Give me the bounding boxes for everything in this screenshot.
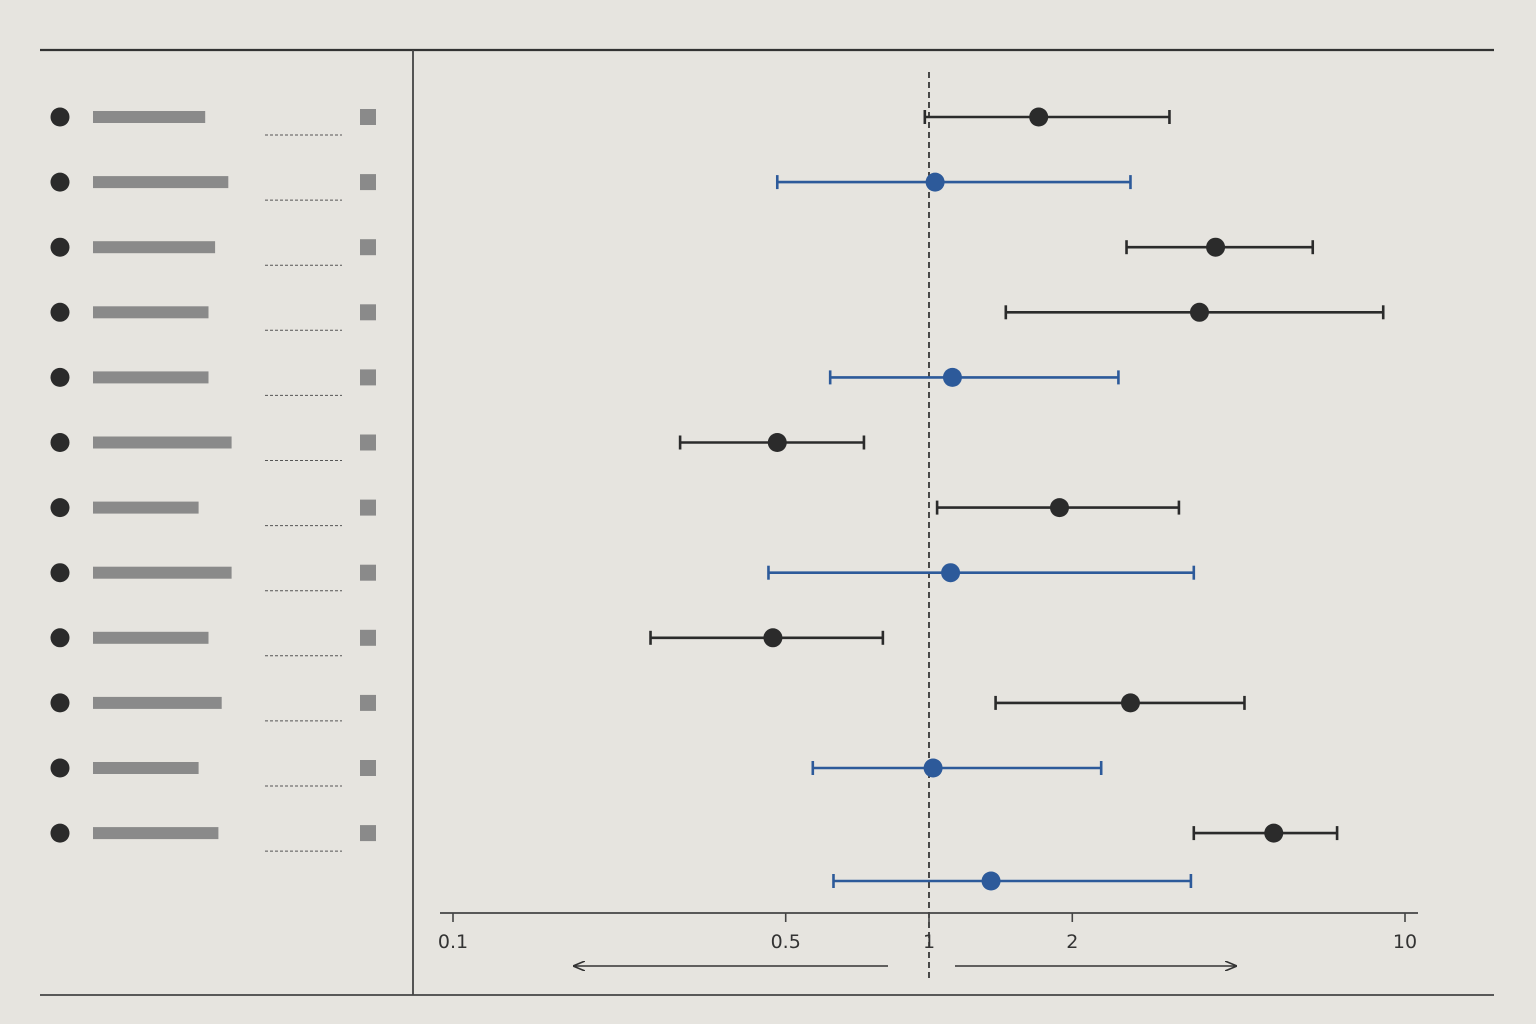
row-bullet bbox=[50, 563, 70, 583]
point-estimate bbox=[1029, 107, 1049, 127]
row-marker-square bbox=[360, 434, 376, 451]
row-label-placeholder bbox=[93, 827, 219, 840]
x-tick-label: 0.5 bbox=[771, 931, 801, 953]
point-estimate bbox=[941, 563, 961, 583]
row-bullet bbox=[50, 693, 70, 713]
plot-area bbox=[649, 72, 1385, 978]
row-bullet bbox=[50, 302, 70, 322]
point-estimate bbox=[925, 172, 945, 192]
row-bullet bbox=[50, 107, 70, 127]
row-bullet bbox=[50, 628, 70, 648]
row-label-placeholder bbox=[93, 501, 199, 514]
point-estimate bbox=[923, 758, 943, 778]
row-bullet bbox=[50, 172, 70, 192]
row-marker-square bbox=[360, 629, 376, 646]
row-label-placeholder bbox=[93, 566, 232, 579]
row-label-placeholder bbox=[93, 111, 206, 123]
point-estimate bbox=[1120, 693, 1140, 713]
x-tick-label: 2 bbox=[1066, 931, 1078, 953]
point-estimate bbox=[1049, 498, 1069, 518]
row-label-placeholder bbox=[93, 762, 199, 774]
point-estimate bbox=[942, 367, 962, 387]
row-label-placeholder bbox=[93, 241, 216, 254]
row-label-placeholder bbox=[93, 436, 232, 449]
row-bullet bbox=[50, 433, 70, 452]
row-marker-square bbox=[360, 369, 376, 386]
row-marker-square bbox=[360, 304, 376, 321]
row-marker-square bbox=[360, 109, 376, 125]
row-label-placeholder bbox=[93, 371, 209, 384]
row-label-placeholder bbox=[93, 176, 229, 189]
row-bullet bbox=[50, 823, 70, 843]
row-labels bbox=[50, 107, 376, 852]
point-estimate bbox=[767, 433, 787, 452]
row-marker-square bbox=[360, 499, 376, 516]
point-estimate bbox=[1264, 823, 1284, 843]
point-estimate bbox=[1206, 237, 1226, 257]
point-estimate bbox=[1189, 302, 1209, 322]
row-marker-square bbox=[360, 825, 376, 842]
row-bullet bbox=[50, 237, 70, 257]
point-estimate bbox=[763, 628, 783, 648]
point-estimate bbox=[981, 871, 1001, 891]
row-marker-square bbox=[360, 174, 376, 191]
row-label-placeholder bbox=[93, 631, 209, 644]
row-marker-square bbox=[360, 694, 376, 711]
x-tick-label: 1 bbox=[923, 931, 935, 953]
row-bullet bbox=[50, 367, 70, 387]
row-bullet bbox=[50, 758, 70, 778]
row-bullet bbox=[50, 498, 70, 518]
row-marker-square bbox=[360, 239, 376, 256]
x-tick-label: 0.1 bbox=[438, 931, 468, 953]
row-marker-square bbox=[360, 564, 376, 581]
row-label-placeholder bbox=[93, 696, 222, 709]
x-axis: 0.1 0.5 1 2 10 bbox=[438, 912, 1418, 966]
x-tick-label: 10 bbox=[1393, 931, 1417, 953]
row-label-placeholder bbox=[93, 306, 209, 319]
table-frame bbox=[40, 48, 1494, 996]
row-marker-square bbox=[360, 760, 376, 776]
